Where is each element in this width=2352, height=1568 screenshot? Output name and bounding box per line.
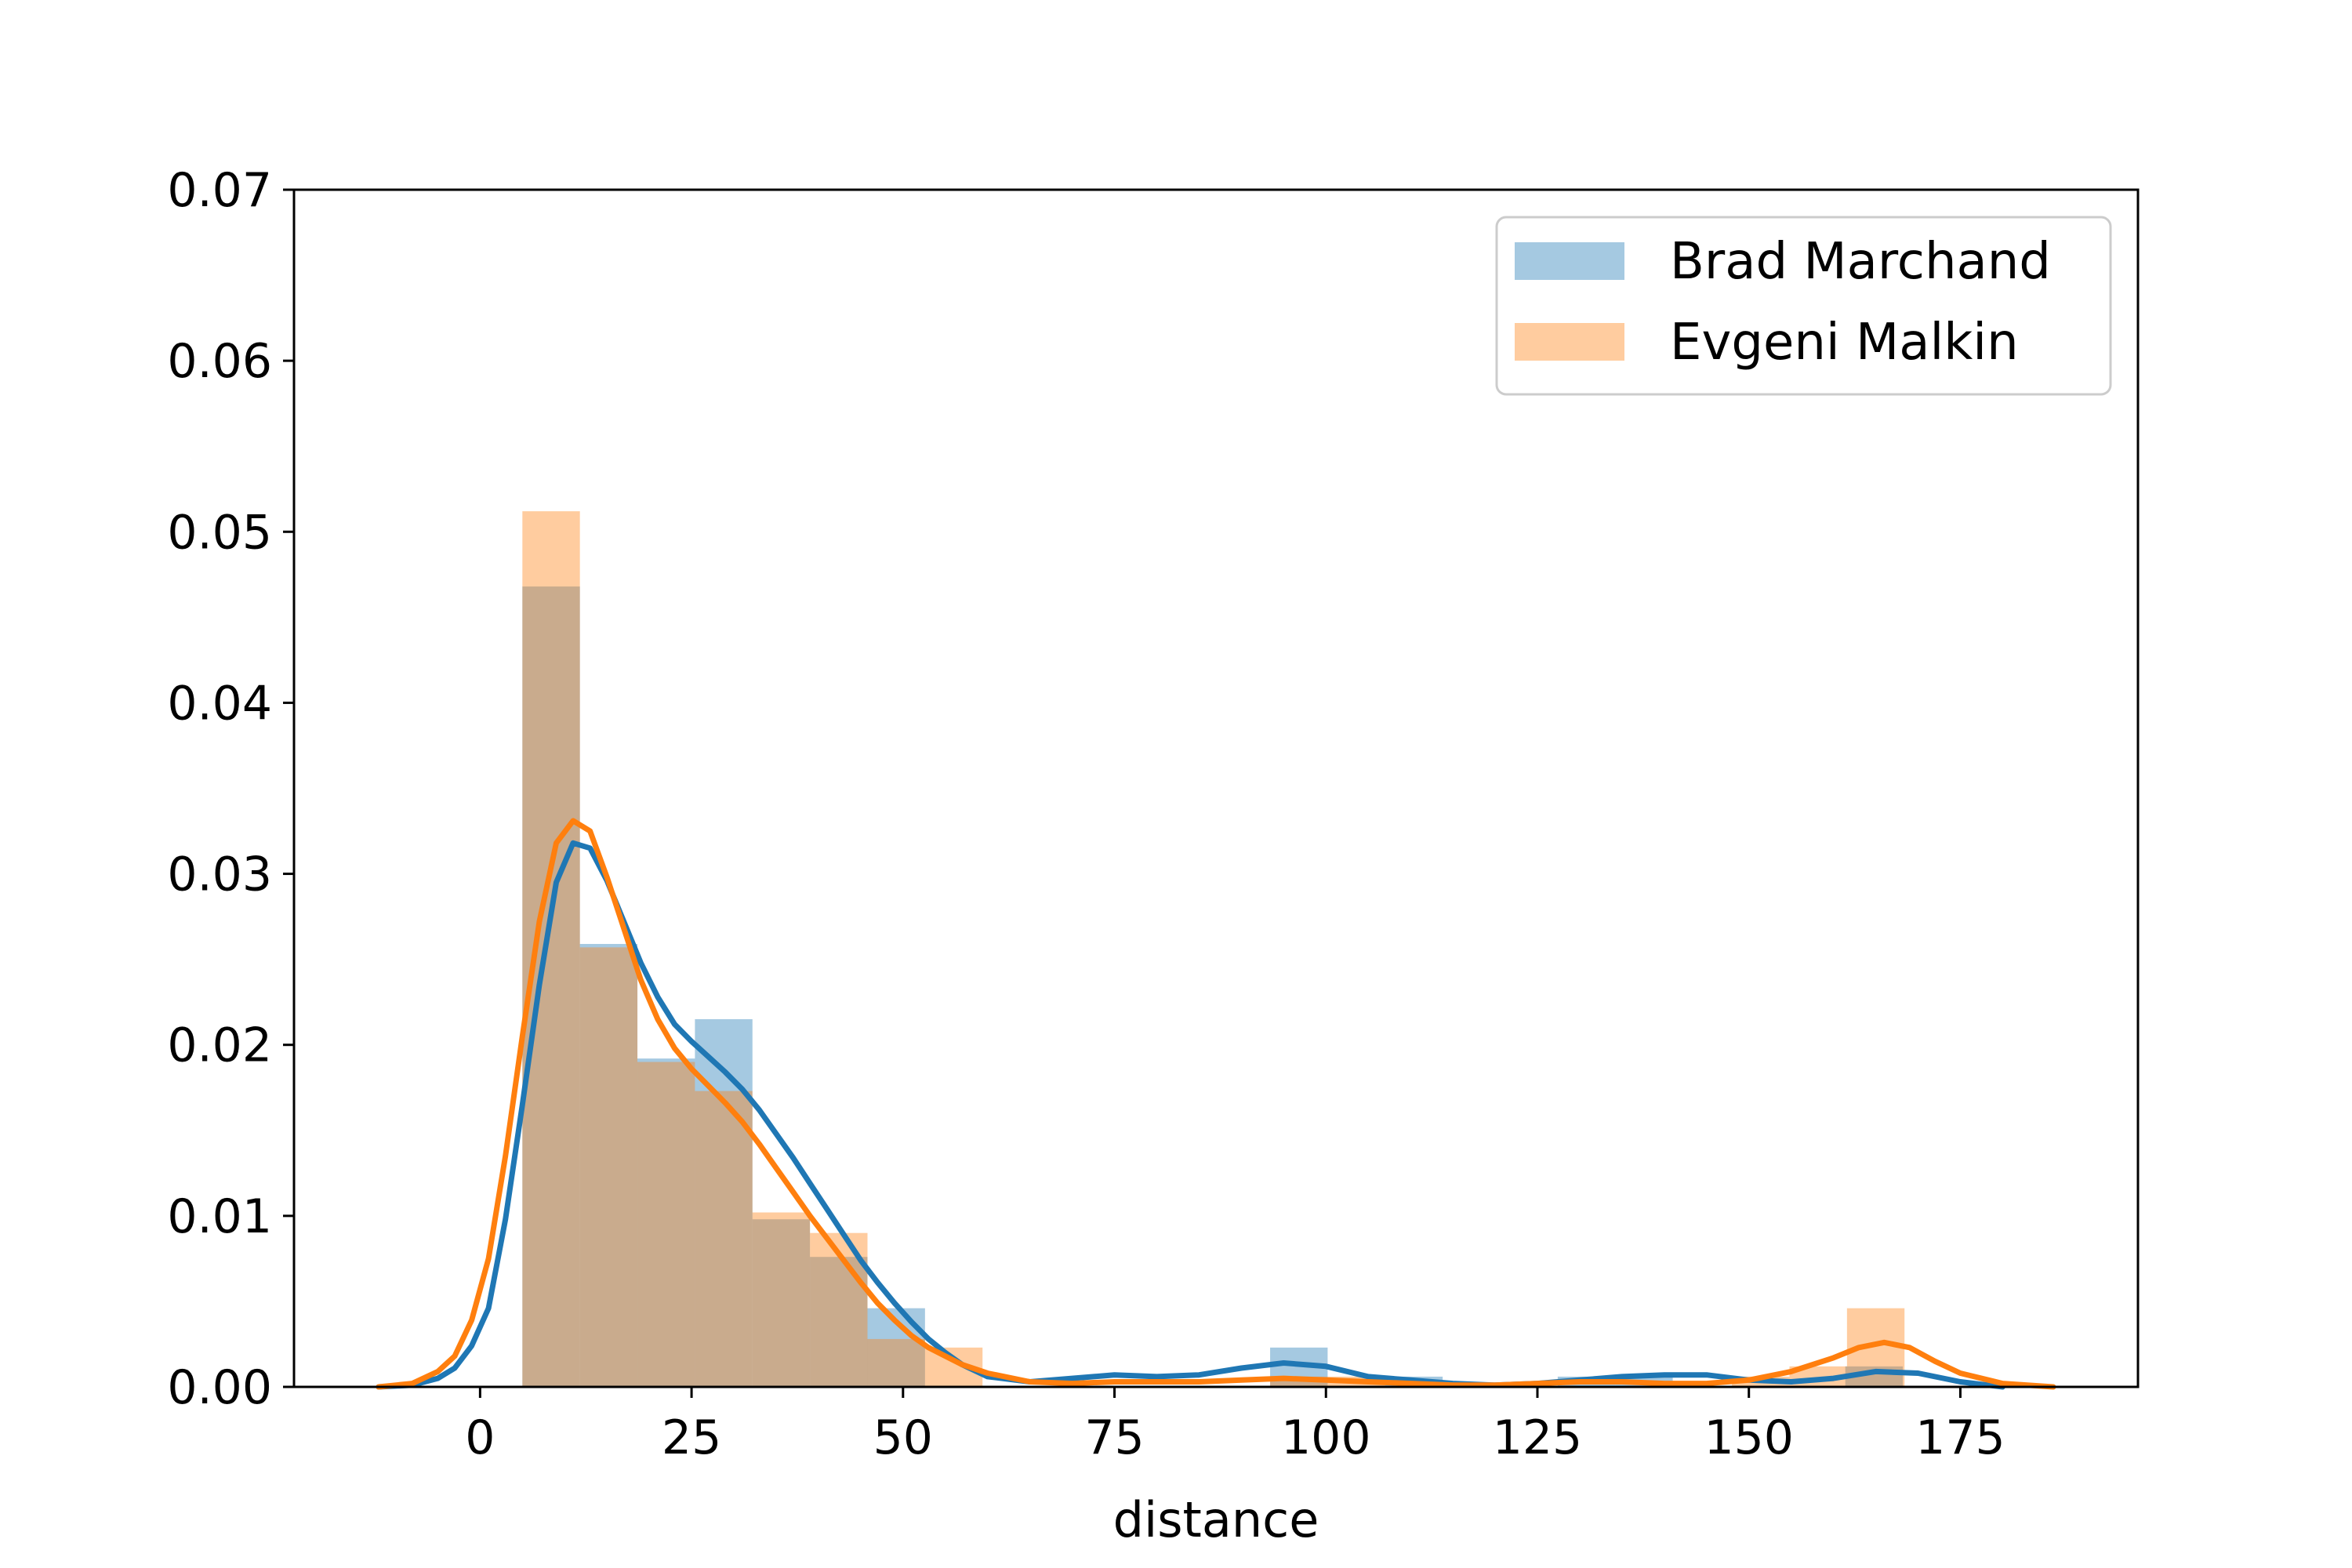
bar-brad-marchand-1: [579, 944, 638, 1387]
x-tick-label-5: 125: [1493, 1410, 1583, 1465]
bar-brad-marchand-2: [637, 1058, 695, 1387]
plot-frame: [292, 188, 2140, 1388]
x-tick-label-6: 150: [1704, 1410, 1794, 1465]
y-tick-label-0: 0.00: [167, 1360, 272, 1415]
y-tick-label-5: 0.05: [167, 505, 272, 560]
x-tick-label-4: 100: [1281, 1410, 1371, 1465]
legend-swatch-brad-marchand: [1515, 242, 1624, 280]
legend-frame: [1495, 216, 2112, 396]
legend-label-evgeni-malkin: Evgeni Malkin: [1670, 314, 2019, 372]
bar-evgeni-malkin-6: [867, 1338, 925, 1387]
y-tick-label-1: 0.01: [167, 1189, 272, 1244]
kde-line-brad-marchand: [376, 840, 2005, 1390]
bar-evgeni-malkin-2: [637, 1062, 695, 1387]
x-axis: 0 25 50 75 100 125 150 175: [465, 1387, 2005, 1465]
y-tick-label-4: 0.04: [167, 676, 272, 731]
bar-brad-marchand-4: [752, 1219, 811, 1387]
plot-area: [376, 511, 2056, 1390]
y-axis: 0.00 0.01 0.02 0.03 0.04 0.05 0.06 0.07: [167, 163, 294, 1415]
bar-evgeni-malkin-4: [752, 1212, 811, 1387]
bars-evgeni-malkin: [522, 511, 1905, 1387]
histogram-bars: [522, 511, 1905, 1387]
x-tick-label-1: 25: [662, 1410, 721, 1465]
kde-line-evgeni-malkin: [376, 818, 2056, 1390]
legend-swatch-evgeni-malkin: [1515, 323, 1624, 361]
y-tick-label-6: 0.06: [167, 334, 272, 389]
x-tick-label-3: 75: [1084, 1410, 1144, 1465]
legend: Brad Marchand Evgeni Malkin: [1495, 216, 2112, 396]
x-tick-label-2: 50: [873, 1410, 933, 1465]
bar-evgeni-malkin-0: [522, 511, 580, 1387]
bar-evgeni-malkin-1: [579, 947, 638, 1387]
x-axis-title: distance: [1113, 1491, 1319, 1548]
kde-curves: [376, 818, 2056, 1390]
y-tick-label-3: 0.03: [167, 848, 272, 902]
bar-evgeni-malkin-3: [695, 1091, 753, 1387]
legend-label-brad-marchand: Brad Marchand: [1670, 233, 2051, 291]
y-tick-label-7: 0.07: [167, 163, 272, 218]
bars-brad-marchand: [522, 586, 1904, 1387]
x-tick-label-7: 175: [1915, 1410, 2005, 1465]
y-tick-label-2: 0.02: [167, 1018, 272, 1073]
x-tick-label-0: 0: [465, 1410, 495, 1465]
